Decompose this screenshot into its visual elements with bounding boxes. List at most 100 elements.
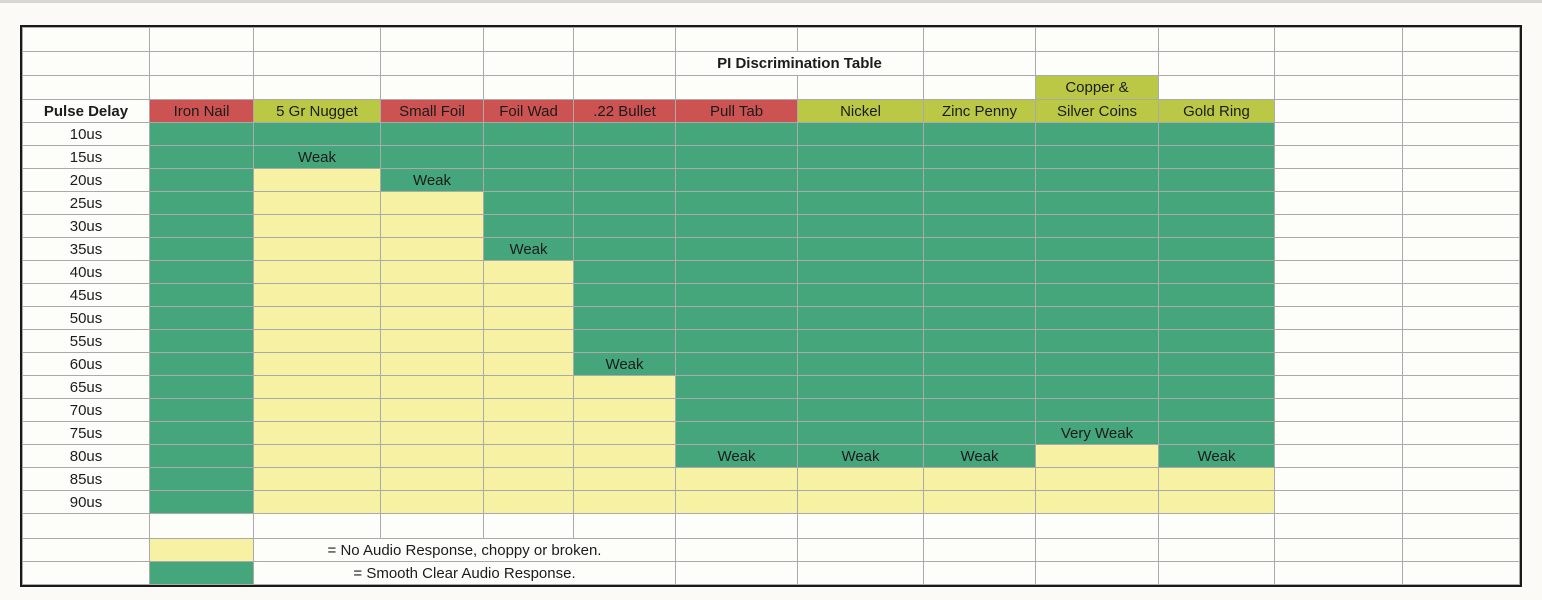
pulse-delay-header: Pulse Delay: [22, 99, 150, 123]
pulse-delay-row: 35us Weak: [22, 237, 1520, 261]
response-cell: [483, 444, 574, 468]
row-label: 30us: [22, 214, 150, 238]
empty-grid-cell: [1274, 352, 1403, 376]
response-cell: [380, 375, 484, 399]
row-label: 20us: [22, 168, 150, 192]
empty-grid-cell: [1158, 538, 1275, 562]
response-cell: [380, 398, 484, 422]
response-cell: [253, 168, 381, 192]
response-cell: [380, 122, 484, 146]
response-cell: [149, 444, 254, 468]
response-cell: [923, 467, 1036, 491]
response-cell: [253, 260, 381, 284]
response-cell: [797, 122, 924, 146]
response-cell: [573, 145, 676, 169]
empty-grid-cell: [1402, 375, 1520, 399]
pulse-delay-row: 70us: [22, 398, 1520, 422]
empty-grid-cell: [1274, 283, 1403, 307]
empty-grid-cell: [797, 75, 924, 100]
response-cell: [253, 283, 381, 307]
response-cell: [675, 306, 798, 330]
empty-grid-cell: [483, 51, 574, 76]
response-cell: [253, 444, 381, 468]
response-cell: [923, 260, 1036, 284]
row-label: 15us: [22, 145, 150, 169]
empty-grid-cell: [22, 27, 150, 52]
response-cell: [1158, 214, 1275, 238]
empty-grid-cell: [1402, 352, 1520, 376]
empty-grid-cell: [675, 538, 798, 562]
empty-grid-cell: [1402, 513, 1520, 539]
column-header: Zinc Penny: [923, 99, 1036, 123]
response-cell: Weak: [573, 352, 676, 376]
row-label: 80us: [22, 444, 150, 468]
response-cell: [1035, 168, 1159, 192]
response-cell: [380, 237, 484, 261]
pulse-delay-row: 45us: [22, 283, 1520, 307]
response-cell: [573, 375, 676, 399]
empty-grid-cell: [1274, 421, 1403, 445]
empty-grid-cell: [1402, 283, 1520, 307]
response-cell: [483, 490, 574, 514]
response-cell: [797, 421, 924, 445]
response-cell: [1158, 237, 1275, 261]
response-cell: [573, 490, 676, 514]
response-cell: [1158, 306, 1275, 330]
response-cell: [923, 191, 1036, 215]
empty-grid-cell: [1402, 444, 1520, 468]
response-cell: [1035, 329, 1159, 353]
empty-grid-cell: [675, 27, 798, 52]
response-cell: [380, 214, 484, 238]
empty-grid-cell: [1274, 237, 1403, 261]
response-cell: [573, 444, 676, 468]
response-cell: [483, 398, 574, 422]
response-cell: [149, 237, 254, 261]
header-row: Pulse Delay Iron Nail 5 Gr Nugget Small Foi…: [22, 99, 1520, 123]
response-cell: [923, 214, 1036, 238]
response-cell: [253, 122, 381, 146]
response-cell: [380, 444, 484, 468]
empty-grid-cell: [1402, 122, 1520, 146]
response-cell: [797, 306, 924, 330]
response-cell: [797, 375, 924, 399]
response-cell: [675, 191, 798, 215]
response-cell: [797, 283, 924, 307]
row-label: 75us: [22, 421, 150, 445]
response-cell: [675, 260, 798, 284]
response-cell: [797, 214, 924, 238]
response-cell: [675, 214, 798, 238]
empty-grid-cell: [1035, 51, 1159, 76]
response-cell: [797, 329, 924, 353]
response-cell: [923, 352, 1036, 376]
response-cell: [923, 421, 1036, 445]
response-cell: [1035, 145, 1159, 169]
empty-grid-cell: [253, 75, 381, 100]
empty-grid-cell: [923, 27, 1036, 52]
empty-grid-cell: [149, 75, 254, 100]
column-header: 5 Gr Nugget: [253, 99, 381, 123]
pulse-delay-row: 30us: [22, 214, 1520, 238]
empty-grid-cell: [1274, 329, 1403, 353]
empty-grid-cell: [1402, 191, 1520, 215]
response-cell: Weak: [380, 168, 484, 192]
empty-grid-cell: [1274, 168, 1403, 192]
response-cell: [923, 490, 1036, 514]
response-cell: [573, 421, 676, 445]
row-label: 45us: [22, 283, 150, 307]
response-cell: [1158, 168, 1275, 192]
response-cell: [923, 306, 1036, 330]
response-cell: [253, 352, 381, 376]
response-cell: [675, 490, 798, 514]
response-cell: [573, 191, 676, 215]
legend-swatch-green: [149, 561, 254, 585]
empty-grid-cell: [1035, 538, 1159, 562]
response-cell: [149, 467, 254, 491]
response-cell: [675, 421, 798, 445]
empty-grid-cell: [1158, 513, 1275, 539]
response-cell: [253, 329, 381, 353]
empty-grid-cell: [1402, 214, 1520, 238]
response-cell: [1035, 122, 1159, 146]
pulse-delay-row: 55us: [22, 329, 1520, 353]
pulse-delay-row: 75us Very Weak: [22, 421, 1520, 445]
